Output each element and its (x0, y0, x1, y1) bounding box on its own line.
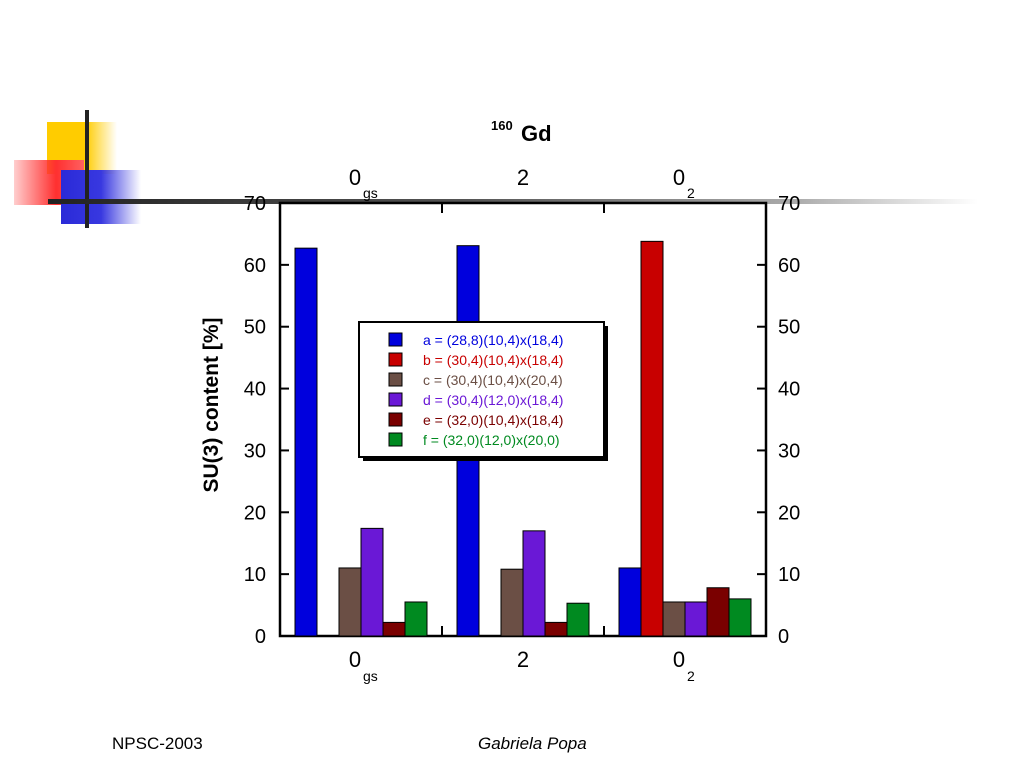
legend-swatch (388, 372, 403, 387)
legend-entry: d = (30,4)(12,0)x(18,4) (423, 392, 563, 408)
decor-blue-square (61, 170, 141, 224)
bar (294, 247, 318, 637)
bar (382, 621, 406, 637)
y-tick-label-left: 70 (244, 193, 266, 215)
y-tick-label-right: 70 (778, 193, 800, 215)
bar (566, 602, 590, 637)
bar (500, 568, 524, 637)
decor-horizontal-line (48, 199, 978, 204)
y-tick-label-right: 10 (778, 564, 800, 586)
bar (640, 240, 664, 637)
legend-entry: a = (28,8)(10,4)x(18,4) (423, 332, 563, 348)
bar (404, 601, 428, 637)
bar (338, 567, 362, 637)
y-tick-label-left: 20 (244, 502, 266, 524)
y-tick-label-left: 10 (244, 564, 266, 586)
decor-vertical-line (85, 110, 89, 228)
legend-entry: e = (32,0)(10,4)x(18,4) (423, 412, 563, 428)
y-tick-label-right: 0 (778, 626, 789, 648)
y-tick-label-right: 40 (778, 379, 800, 401)
y-tick-label-right: 50 (778, 317, 800, 339)
bar (706, 587, 730, 637)
x-category-label-bottom: 0 (673, 647, 685, 672)
x-category-label-top: 0 (673, 165, 685, 190)
footer-author: Gabriela Popa (478, 734, 587, 753)
legend-entry: f = (32,0)(12,0)x(20,0) (423, 432, 560, 448)
y-tick-label-right: 20 (778, 502, 800, 524)
x-category-label-bottom: 2 (517, 647, 529, 672)
legend-swatch (388, 332, 403, 347)
y-tick-label-left: 60 (244, 255, 266, 277)
y-tick-label-left: 50 (244, 317, 266, 339)
legend-swatch (388, 392, 403, 407)
svg-text:Gd: Gd (521, 121, 552, 146)
legend-swatch (388, 432, 403, 447)
svg-text:160: 160 (491, 118, 513, 133)
x-category-sub-bottom: 2 (687, 668, 695, 684)
x-category-label-top: 2 (517, 165, 529, 190)
footer-conference: NPSC-2003 (112, 734, 203, 753)
legend-swatch (388, 412, 403, 427)
y-tick-label-left: 30 (244, 440, 266, 462)
bar (728, 598, 752, 637)
bar (360, 527, 384, 637)
y-tick-label-left: 40 (244, 379, 266, 401)
bar (684, 601, 708, 637)
legend-entry: b = (30,4)(10,4)x(18,4) (423, 352, 563, 368)
x-category-sub-top: 2 (687, 185, 695, 201)
legend: a = (28,8)(10,4)x(18,4) b = (30,4)(10,4)x… (358, 321, 608, 461)
chart-title: 160 Gd (491, 118, 552, 146)
y-tick-label-right: 60 (778, 255, 800, 277)
x-category-sub-bottom: gs (363, 668, 378, 684)
y-axis-label: SU(3) content [%] (200, 318, 223, 493)
bar (618, 567, 642, 637)
y-tick-label-right: 30 (778, 440, 800, 462)
legend-swatch (388, 352, 403, 367)
bar (544, 621, 568, 637)
bar (522, 530, 546, 637)
x-category-sub-top: gs (363, 185, 378, 201)
y-tick-label-left: 0 (255, 626, 266, 648)
x-category-label-top: 0 (349, 165, 361, 190)
bar (662, 601, 686, 637)
legend-entry: c = (30,4)(10,4)x(20,4) (423, 372, 563, 388)
x-category-label-bottom: 0 (349, 647, 361, 672)
